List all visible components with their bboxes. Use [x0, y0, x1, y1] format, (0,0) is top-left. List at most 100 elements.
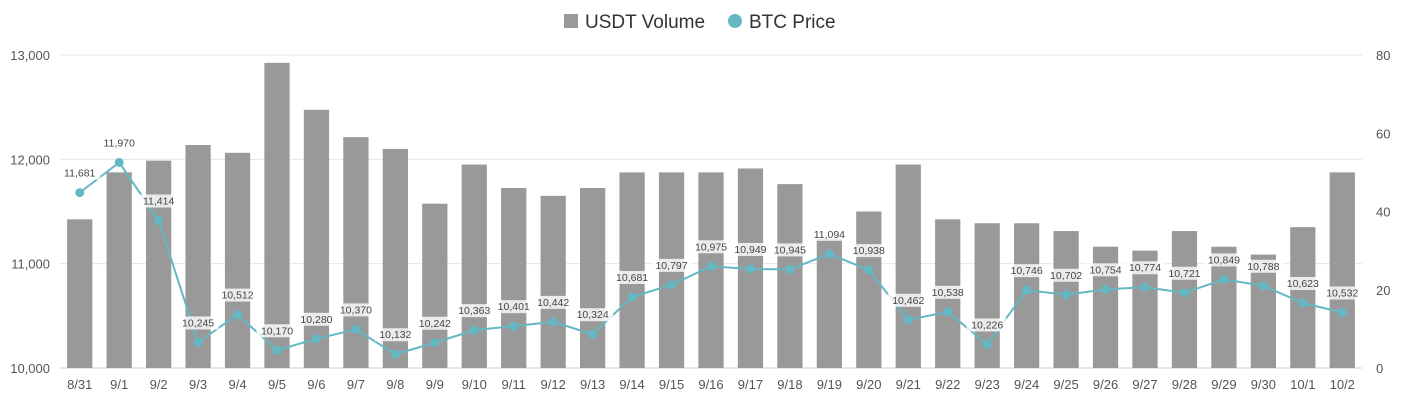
x-axis: 8/31 9/1 9/2 9/3 9/4 9/5 9/6 9/7 9/8 9/9 9/10 9/11 9…: [67, 377, 1355, 392]
price-label-bg: [59, 166, 101, 180]
price-point: [903, 315, 913, 325]
right-tick-label: 20: [1376, 283, 1390, 298]
price-label: 10,702: [1050, 270, 1082, 282]
price-label: 10,945: [774, 244, 806, 256]
volume-bar: [1211, 246, 1237, 368]
price-label-bg: [1045, 268, 1087, 282]
volume-bar: [185, 144, 211, 368]
volume-bar: [1290, 227, 1316, 368]
price-label: 10,532: [1326, 287, 1358, 299]
price-label: 10,245: [182, 317, 214, 329]
x-tick-label: 9/23: [975, 377, 1000, 392]
price-point: [154, 215, 164, 225]
price-label-bg: [98, 136, 140, 150]
x-tick-label: 8/31: [67, 377, 92, 392]
price-label-bg: [808, 227, 850, 241]
price-label-bg: [335, 303, 377, 317]
x-tick-label: 9/26: [1093, 377, 1118, 392]
price-label-bg: [769, 243, 811, 257]
price-label: 11,414: [143, 195, 174, 207]
volume-bar: [461, 164, 487, 368]
price-point: [864, 265, 874, 275]
price-label-bg: [887, 293, 929, 307]
price-label-bg: [1321, 286, 1363, 300]
price-label: 10,170: [261, 325, 293, 337]
price-label: 10,538: [932, 287, 964, 299]
x-tick-label: 9/27: [1132, 377, 1157, 392]
x-tick-label: 9/2: [150, 377, 168, 392]
x-tick-label: 9/29: [1211, 377, 1236, 392]
price-label: 10,280: [300, 314, 332, 326]
x-tick-label: 9/15: [659, 377, 684, 392]
price-label-bg: [414, 316, 456, 330]
volume-bar: [303, 109, 330, 369]
price-label-bg: [295, 312, 338, 326]
volume-bar: [580, 188, 606, 368]
price-point: [588, 329, 598, 339]
x-tick-label: 9/22: [935, 377, 960, 392]
price-label-bg: [216, 288, 259, 302]
x-tick-label: 9/28: [1172, 377, 1197, 392]
price-label-bg: [1163, 266, 1206, 280]
x-tick-label: 9/12: [541, 377, 566, 392]
price-label: 10,242: [419, 318, 451, 330]
price-point: [469, 325, 479, 335]
volume-bar: [1053, 231, 1079, 368]
price-point: [1258, 281, 1268, 291]
price-label: 11,970: [104, 137, 135, 149]
price-label: 10,370: [340, 304, 372, 316]
x-tick-label: 9/5: [268, 377, 286, 392]
x-tick-label: 9/19: [817, 377, 842, 392]
price-label: 10,681: [616, 272, 648, 284]
price-point: [430, 338, 440, 348]
price-point: [351, 324, 361, 334]
x-tick-label: 9/30: [1251, 377, 1276, 392]
volume-bar: [264, 62, 290, 368]
x-tick-label: 9/21: [896, 377, 921, 392]
price-label: 10,849: [1208, 254, 1240, 266]
price-point: [193, 337, 203, 347]
volume-bar: [224, 152, 251, 368]
price-point: [627, 292, 637, 302]
price-point: [943, 307, 953, 317]
price-label: 10,797: [655, 260, 687, 272]
price-label-bg: [532, 295, 574, 309]
price-point: [1061, 290, 1071, 300]
right-axis: 0 20 40 60 80: [1376, 48, 1390, 376]
price-label-bg: [729, 242, 772, 256]
price-label: 10,754: [1089, 264, 1121, 276]
x-tick-label: 9/4: [229, 377, 247, 392]
price-label-bg: [1242, 259, 1284, 273]
legend-label-usdt-volume: USDT Volume: [585, 12, 705, 33]
volume-bar: [501, 188, 527, 368]
price-point: [1337, 307, 1347, 317]
legend-swatch-btc-price: [728, 14, 742, 28]
x-tick-label: 9/6: [307, 377, 325, 392]
price-point: [548, 317, 558, 327]
price-label: 10,975: [695, 241, 727, 253]
price-point: [311, 334, 321, 344]
price-label: 10,512: [221, 290, 253, 302]
price-point: [1101, 284, 1111, 294]
price-point: [390, 349, 400, 359]
price-label: 10,774: [1129, 262, 1161, 274]
price-label: 10,132: [379, 329, 411, 341]
x-tick-label: 10/2: [1330, 377, 1355, 392]
x-tick-label: 9/14: [619, 377, 644, 392]
x-tick-label: 10/1: [1290, 377, 1315, 392]
x-tick-label: 9/17: [738, 377, 763, 392]
price-point: [785, 264, 795, 274]
volume-bar: [777, 184, 803, 368]
price-label-bg: [572, 308, 614, 322]
volume-bar: [895, 164, 921, 368]
x-tick-label: 9/18: [777, 377, 802, 392]
price-label: 10,442: [537, 297, 569, 309]
price-label-bg: [493, 300, 535, 314]
volume-bars: [67, 62, 1355, 369]
x-tick-label: 9/7: [347, 377, 365, 392]
price-label: 10,938: [853, 245, 885, 257]
price-label-bg: [611, 270, 653, 284]
legend-label-btc-price: BTC Price: [749, 12, 836, 33]
price-point: [1022, 285, 1032, 295]
volume-bar: [1329, 172, 1355, 368]
